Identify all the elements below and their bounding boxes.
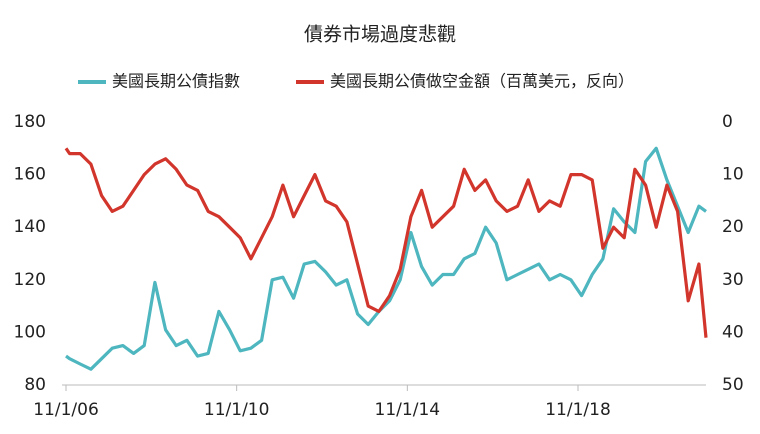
y-tick-label: 140 — [14, 217, 46, 237]
y2-tick-label: 10 — [722, 165, 744, 185]
y-tick-label: 80 — [24, 375, 46, 395]
x-tick-label: 11/1/06 — [33, 400, 99, 420]
x-tick-label: 11/1/10 — [204, 400, 270, 420]
y2-tick-label: 20 — [722, 217, 744, 237]
legend-label: 美國長期公債做空金額（百萬美元，反向） — [330, 72, 634, 91]
y-tick-label: 120 — [14, 270, 46, 290]
y2-tick-label: 30 — [722, 270, 744, 290]
y-tick-label: 180 — [14, 112, 46, 132]
chart-title: 債券市場過度悲觀 — [304, 24, 456, 46]
x-tick-label: 11/1/18 — [545, 400, 611, 420]
y2-tick-label: 50 — [722, 375, 744, 395]
y-tick-label: 100 — [14, 322, 46, 342]
y2-tick-label: 40 — [722, 322, 744, 342]
y2-tick-label: 0 — [722, 112, 733, 132]
x-tick-label: 11/1/14 — [375, 400, 441, 420]
legend-label: 美國長期公債指數 — [112, 72, 240, 91]
y-tick-label: 160 — [14, 165, 46, 185]
data-line — [64, 147, 708, 338]
data-line — [65, 146, 707, 371]
